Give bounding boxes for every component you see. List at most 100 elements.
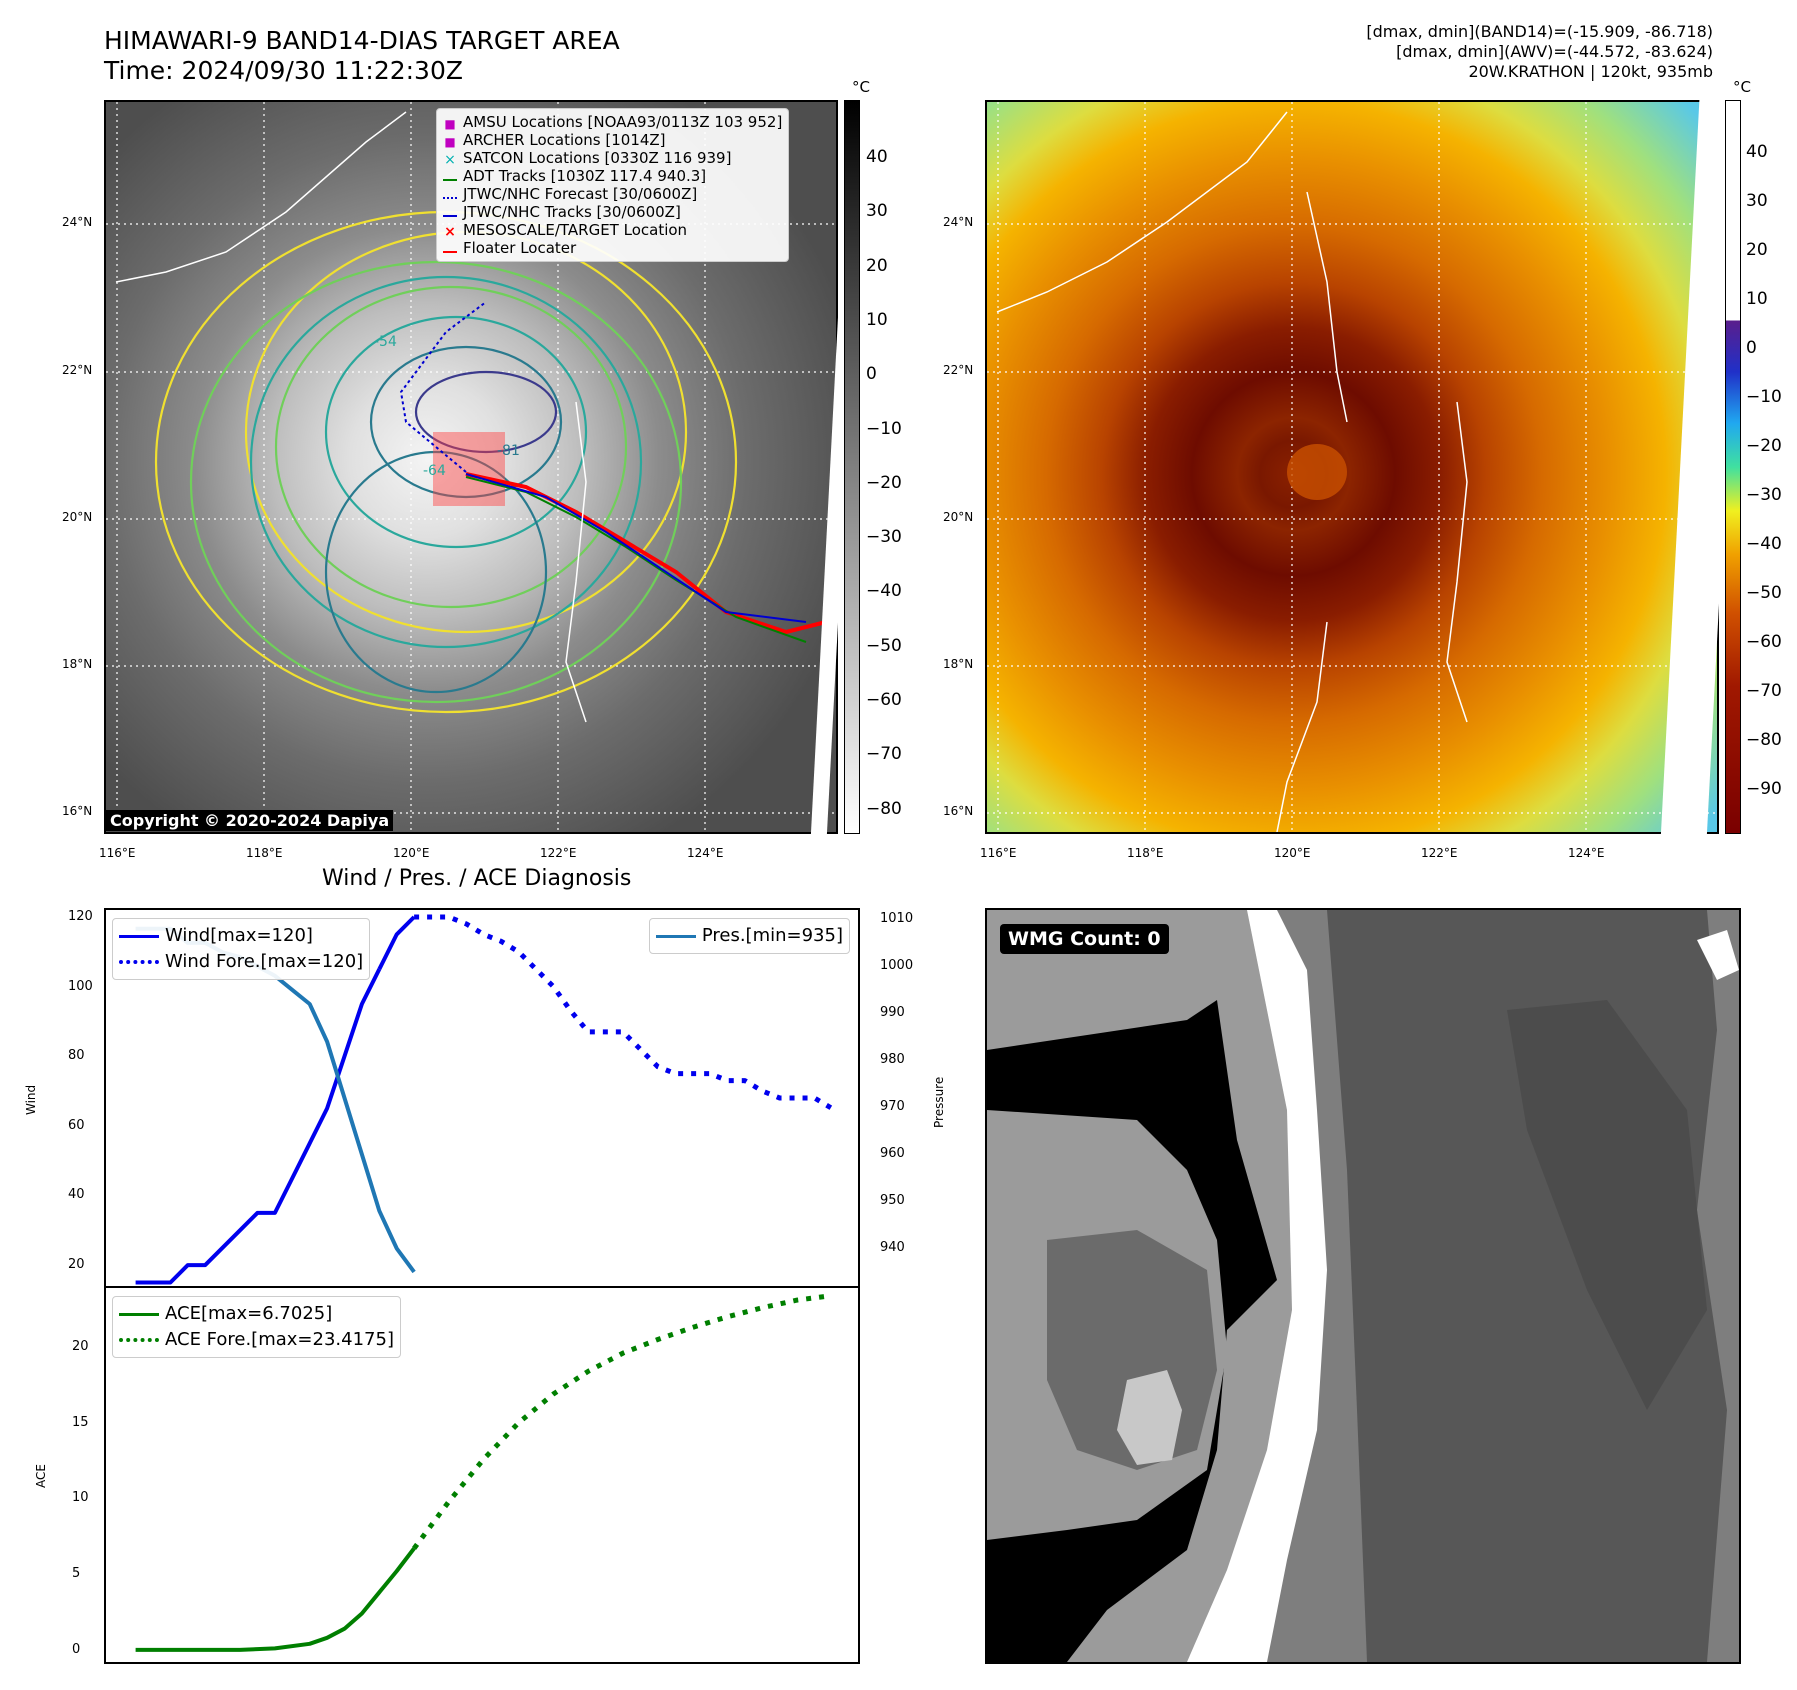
enhanced-map-overlay xyxy=(987,102,1717,832)
enhanced-ir-map xyxy=(985,100,1719,834)
ace-chart: ACE[max=6.7025] ACE Fore.[max=23.4175] xyxy=(104,1286,860,1664)
ir-map-overlay: -81 -64 -54 xyxy=(106,102,836,832)
wind-tick-label: 60 xyxy=(68,1117,85,1133)
pressure-tick-label: 970 xyxy=(880,1099,905,1115)
wind-tick-label: 120 xyxy=(68,908,93,924)
pressure-axis-label: Pressure xyxy=(932,1076,946,1128)
svg-text:-54: -54 xyxy=(374,334,397,350)
map-lon-tick: 120°E xyxy=(393,846,430,860)
colorbar-tick-label: −40 xyxy=(866,581,902,602)
ace-forecast-legend-label: ACE Fore.[max=23.4175] xyxy=(165,1329,394,1350)
map-lat-tick: 22°N xyxy=(943,363,974,377)
wind-legend-item: Wind[max=120] xyxy=(119,923,363,949)
colorbar-tick-label: −70 xyxy=(866,744,902,765)
map-legend: ■ AMSU Locations [NOAA93/0113Z 103 952] ■… xyxy=(436,108,790,262)
map-lon-tick: 118°E xyxy=(1127,846,1164,860)
colorbar-tick-label: −20 xyxy=(1746,436,1782,456)
map-legend-item: ADT Tracks [1030Z 117.4 940.3] xyxy=(443,167,782,185)
pressure-legend: Pres.[min=935] xyxy=(648,918,850,954)
wind-tick-label: 40 xyxy=(68,1187,85,1203)
map-lat-tick: 22°N xyxy=(62,363,93,377)
ace-tick-label: 15 xyxy=(72,1414,89,1430)
ace-tick-label: 5 xyxy=(72,1566,81,1582)
colorbar-tick-label: 20 xyxy=(866,255,888,276)
ace-tick-label: 10 xyxy=(72,1490,89,1506)
series-line xyxy=(135,968,382,1285)
map-legend-label: JTWC/NHC Tracks [30/0600Z] xyxy=(463,203,681,221)
map-lon-tick: 124°E xyxy=(687,846,724,860)
colorbar-tick-label: −40 xyxy=(1746,534,1782,554)
map-legend-item: Floater Locater xyxy=(443,239,782,257)
colorbar-enhanced xyxy=(1725,100,1741,834)
colorbar-tick-label: 20 xyxy=(1746,240,1768,260)
ace-tick-label: 20 xyxy=(72,1339,89,1355)
pressure-tick-label: 1000 xyxy=(880,958,914,974)
pressure-tick-label: 980 xyxy=(880,1052,905,1068)
ace-forecast-legend-item: ACE Fore.[max=23.4175] xyxy=(119,1327,394,1353)
map-legend-item: × SATCON Locations [0330Z 116 939] xyxy=(444,149,732,168)
colorbar-tick-label: 40 xyxy=(866,147,888,167)
map-lon-tick: 122°E xyxy=(1421,846,1458,860)
colorbar-tick-label: −80 xyxy=(1746,730,1782,750)
ir-satellite-map: -81 -64 -54 ■ AMSU Locations [NOAA93/0113… xyxy=(104,100,838,834)
wind-tick-label: 100 xyxy=(68,978,93,994)
figure-title: HIMAWARI-9 BAND14-DIAS TARGET AREA Time:… xyxy=(104,26,620,86)
colorbar-tick-label: 30 xyxy=(866,201,888,222)
series-line xyxy=(377,915,416,971)
wind-forecast-legend-label: Wind Fore.[max=120] xyxy=(165,951,364,972)
colorbar-tick-label: −10 xyxy=(1746,387,1782,407)
map-lat-tick: 16°N xyxy=(943,804,974,818)
map-lat-tick: 16°N xyxy=(62,804,93,818)
wind-tick-label: 20 xyxy=(68,1257,85,1273)
colorbar-tick-label: −60 xyxy=(1746,632,1782,652)
map-legend-item: JTWC/NHC Forecast [30/0600Z] xyxy=(443,185,782,203)
colorbar-unit: °C xyxy=(852,78,870,96)
map-lon-tick: 124°E xyxy=(1568,846,1605,860)
colorbar-tick-label: −10 xyxy=(866,418,902,439)
wind-tick-label: 80 xyxy=(68,1048,85,1064)
ace-tick-label: 0 xyxy=(72,1641,81,1657)
wmg-raster xyxy=(987,910,1739,1662)
pressure-tick-label: 960 xyxy=(880,1146,905,1162)
colorbar-tick-label: 30 xyxy=(1746,191,1768,211)
colorbar-tick-label: 0 xyxy=(1746,338,1757,358)
wind-pressure-chart: Wind[max=120] Wind Fore.[max=120] Pres.[… xyxy=(104,908,860,1288)
map-lon-tick: 116°E xyxy=(980,846,1017,860)
colorbar-tick-label: −70 xyxy=(1746,681,1782,701)
colorbar-tick-label: −30 xyxy=(1746,485,1782,505)
pressure-legend-label: Pres.[min=935] xyxy=(701,925,843,946)
storm-info: [dmax, dmin](BAND14)=(-15.909, -86.718) … xyxy=(1366,22,1713,82)
map-legend-item: ■ ARCHER Locations [1014Z] xyxy=(444,131,666,149)
colorbar-grayscale xyxy=(844,100,860,834)
chart-title: Wind / Pres. / ACE Diagnosis xyxy=(322,866,632,891)
wind-legend-label: Wind[max=120] xyxy=(165,925,313,946)
colorbar-tick-label: 40 xyxy=(1746,142,1768,162)
colorbar-tick-label: −50 xyxy=(1746,583,1782,603)
map-legend-label: SATCON Locations [0330Z 116 939] xyxy=(463,149,732,167)
colorbar-tick-label: 0 xyxy=(866,364,877,385)
colorbar-tick-label: −20 xyxy=(866,472,902,493)
map-legend-label: JTWC/NHC Forecast [30/0600Z] xyxy=(463,185,698,203)
ace-plot xyxy=(135,1293,833,1652)
pressure-legend-item: Pres.[min=935] xyxy=(655,923,843,949)
colorbar-tick-label: −60 xyxy=(866,690,902,710)
series-line xyxy=(135,1547,416,1652)
wmg-classification-panel xyxy=(985,908,1741,1664)
map-legend-label: ARCHER Locations [1014Z] xyxy=(463,131,666,149)
colorbar-tick-label: −80 xyxy=(866,798,902,819)
map-legend-label: ADT Tracks [1030Z 117.4 940.3] xyxy=(463,167,707,185)
map-lat-tick: 24°N xyxy=(62,215,93,229)
wind-axis-label: Wind xyxy=(24,1084,38,1115)
wind-forecast-legend-item: Wind Fore.[max=120] xyxy=(119,949,363,975)
map-lon-tick: 118°E xyxy=(246,846,283,860)
map-lat-tick: 20°N xyxy=(62,510,93,524)
svg-text:-64: -64 xyxy=(423,463,446,479)
copyright-label: Copyright © 2020-2024 Dapiya xyxy=(106,810,394,831)
colorbar-tick-label: 10 xyxy=(866,309,888,330)
map-legend-label: MESOSCALE/TARGET Location xyxy=(463,221,688,239)
colorbar-tick-label: −50 xyxy=(866,635,902,656)
title-line-1: HIMAWARI-9 BAND14-DIAS TARGET AREA xyxy=(104,26,620,55)
pressure-tick-label: 950 xyxy=(880,1193,905,1209)
colorbar-tick-label: −90 xyxy=(1746,779,1782,799)
map-legend-label: AMSU Locations [NOAA93/0113Z 103 952] xyxy=(463,113,783,131)
